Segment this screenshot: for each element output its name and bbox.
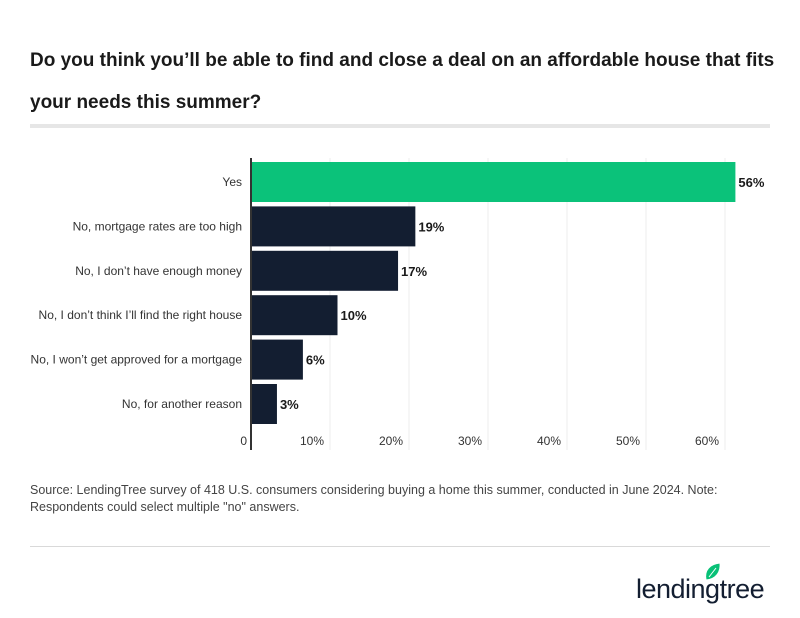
bar bbox=[251, 339, 303, 380]
svg-text:lendingtree: lendingtree bbox=[636, 574, 764, 604]
bar bbox=[251, 250, 399, 291]
leaf-icon bbox=[705, 562, 721, 581]
bar bbox=[251, 384, 277, 424]
footer-divider bbox=[30, 546, 770, 547]
bar bbox=[251, 206, 416, 247]
source-note: Source: LendingTree survey of 418 U.S. c… bbox=[30, 483, 718, 514]
bar-chart: 0 10% 20% 30% 40% 50% 60% Yes 56% No, mortgage ra… bbox=[31, 158, 765, 450]
category-label: No, for another reason bbox=[122, 397, 242, 411]
data-label: 56% bbox=[738, 175, 764, 190]
data-label: 3% bbox=[280, 397, 299, 412]
category-label: No, mortgage rates are too high bbox=[73, 219, 242, 233]
data-label: 19% bbox=[418, 219, 444, 234]
category-label: Yes bbox=[222, 175, 242, 189]
x-tick-label: 50% bbox=[616, 434, 640, 448]
bar bbox=[251, 295, 338, 336]
x-tick-label: 20% bbox=[379, 434, 403, 448]
data-label: 17% bbox=[401, 264, 427, 279]
x-tick-label: 30% bbox=[458, 434, 482, 448]
lendingtree-logo: lendingtree bbox=[636, 562, 765, 604]
data-label: 6% bbox=[306, 353, 325, 368]
category-label: No, I won’t get approved for a mortgage bbox=[31, 353, 243, 367]
bar bbox=[251, 162, 736, 202]
x-tick-label: 10% bbox=[300, 434, 324, 448]
category-label: No, I don’t have enough money bbox=[75, 264, 242, 278]
chart-title: Do you think you’ll be able to find and … bbox=[30, 50, 775, 113]
title-rule bbox=[30, 124, 770, 128]
x-tick-label: 60% bbox=[695, 434, 719, 448]
x-tick-label: 0 bbox=[240, 434, 247, 448]
data-label: 10% bbox=[341, 308, 367, 323]
category-label: No, I don’t think I’ll find the right ho… bbox=[39, 308, 243, 322]
x-tick-label: 40% bbox=[537, 434, 561, 448]
